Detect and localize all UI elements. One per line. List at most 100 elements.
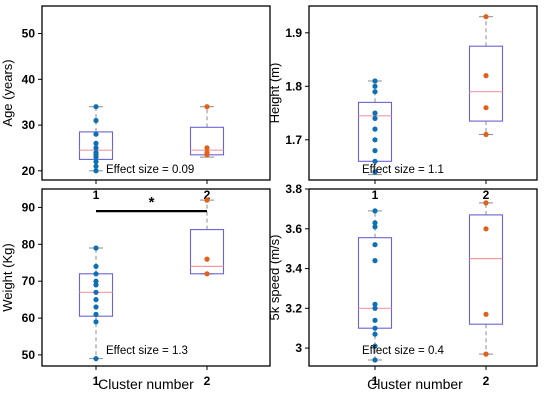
effect-size-annotation: Effect size = 0.09: [106, 164, 194, 176]
iqr-box: [468, 45, 504, 122]
y-axis-label: Age (years): [0, 59, 15, 126]
plot-frame: [41, 188, 271, 367]
data-point: [204, 197, 210, 203]
y-tick-label: 3.4: [285, 262, 302, 276]
y-tick-label: 1.8: [285, 79, 302, 93]
x-tick-label: 2: [204, 188, 211, 202]
y-tick-label: 30: [22, 118, 36, 132]
data-point: [372, 158, 378, 164]
data-point: [204, 256, 210, 262]
data-point: [372, 110, 378, 116]
box-cluster-1: [78, 104, 114, 174]
iqr-box: [189, 229, 225, 275]
x-tick-label: 1: [372, 374, 379, 388]
box-cluster-2: [468, 200, 504, 357]
data-point: [372, 317, 378, 323]
x-tick-label: 2: [483, 374, 490, 388]
y-tick-label: 40: [22, 72, 36, 86]
data-point: [483, 311, 489, 317]
y-tick-label: 1.9: [285, 26, 302, 40]
data-point: [372, 89, 378, 95]
data-point: [483, 226, 489, 232]
x-tick-label: 2: [483, 188, 490, 202]
data-point: [93, 140, 99, 146]
y-axis-label: 5k speed (m/s): [267, 235, 282, 321]
data-point: [372, 78, 378, 84]
panel-3: 50 60 70 80 90 1 2 Weight (Kg) * Effect size = 1.…: [0, 188, 271, 388]
data-point: [483, 14, 489, 20]
y-axis-label: Weight (Kg): [0, 243, 15, 311]
data-point: [93, 168, 99, 174]
data-point: [93, 154, 99, 160]
data-point: [93, 159, 99, 165]
y-tick-label: 50: [22, 27, 36, 41]
data-point: [372, 148, 378, 154]
data-point: [372, 301, 378, 307]
plot-frame: [308, 5, 538, 181]
y-axis-label: Height (m): [267, 63, 282, 124]
data-point: [483, 105, 489, 111]
data-point: [93, 117, 99, 124]
y-tick-label: 3.6: [285, 222, 302, 236]
data-point: [93, 145, 99, 151]
data-point: [204, 104, 210, 110]
y-tick-label: 3.8: [285, 182, 302, 196]
y-tick-label: 20: [22, 164, 36, 178]
data-point: [372, 169, 378, 175]
data-point: [372, 126, 378, 132]
box-cluster-1: [357, 78, 393, 176]
box-cluster-2: [189, 197, 225, 277]
effect-size-annotation: Effect size = 0.4: [362, 345, 445, 357]
data-point: [204, 271, 210, 277]
data-point: [93, 263, 99, 269]
data-point: [93, 278, 99, 284]
y-tick-label: 90: [22, 200, 36, 214]
box-cluster-1: [78, 245, 114, 362]
data-point: [93, 163, 99, 169]
data-point: [93, 311, 99, 317]
y-tick-label: 3.2: [285, 301, 302, 315]
data-point: [372, 258, 378, 264]
data-point: [93, 104, 99, 110]
y-tick-label: 70: [22, 274, 36, 288]
data-point: [483, 200, 489, 206]
x-tick-label: 2: [204, 374, 211, 388]
data-point: [93, 271, 99, 277]
data-point: [93, 356, 99, 362]
data-point: [372, 83, 378, 89]
data-point: [372, 137, 378, 143]
data-point: [204, 152, 210, 158]
y-tick-label: 50: [22, 348, 36, 362]
plot-frame: [41, 5, 271, 181]
y-tick-label: 60: [22, 311, 36, 325]
x-tick-label: 1: [93, 374, 100, 388]
data-point: [483, 73, 489, 79]
x-axis-label-left: Cluster number: [98, 376, 194, 392]
iqr-box: [468, 214, 504, 325]
box-cluster-2: [468, 14, 504, 138]
data-point: [93, 289, 99, 295]
data-point: [372, 357, 378, 363]
plot-frame: [308, 188, 538, 367]
data-point: [483, 131, 489, 138]
panel-2: 1.7 1.8 1.9 1 2 Height (m) Effect size = 1.1: [267, 5, 538, 202]
data-point: [372, 343, 378, 349]
data-point: [93, 131, 99, 137]
x-axis-label-right: Cluster number: [367, 376, 463, 392]
data-point: [204, 145, 210, 151]
y-tick-label: 1.7: [285, 133, 302, 147]
data-point: [372, 331, 378, 337]
box-cluster-1: [357, 208, 393, 363]
significance-star: *: [149, 194, 155, 211]
data-point: [93, 304, 99, 310]
data-point: [372, 325, 378, 331]
data-point: [372, 115, 378, 121]
data-point: [372, 220, 378, 226]
data-point: [372, 208, 378, 214]
data-point: [93, 245, 99, 251]
data-point: [372, 242, 378, 248]
panel-1: 20 30 40 50 1 2 Age (years) Effect size = 0.09: [0, 5, 271, 202]
iqr-box: [357, 237, 393, 329]
effect-size-annotation: Effect size = 1.3: [106, 345, 188, 357]
